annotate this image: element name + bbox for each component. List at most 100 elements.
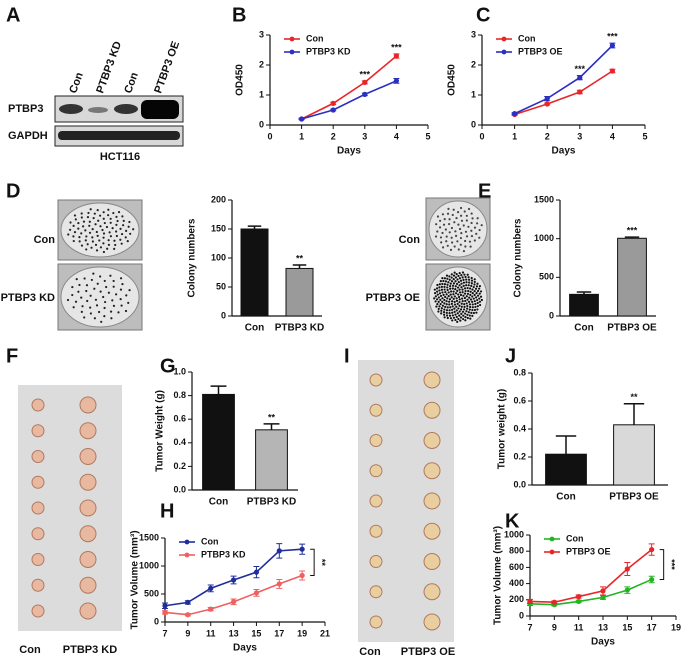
colony	[111, 227, 114, 230]
point	[577, 75, 583, 81]
colony	[435, 298, 439, 301]
colony	[474, 302, 477, 306]
colony	[468, 303, 472, 306]
legend-marker	[184, 552, 190, 558]
colony	[93, 287, 96, 290]
colony	[457, 307, 460, 310]
colony	[433, 297, 436, 300]
colony	[445, 235, 448, 238]
colony	[473, 278, 476, 281]
y-axis-label: Colony numbers	[513, 218, 524, 297]
tumor	[423, 583, 441, 601]
tumor	[31, 398, 45, 412]
colony	[465, 235, 469, 238]
colony	[473, 226, 477, 229]
colony	[440, 309, 443, 312]
x-tick-label: Con	[556, 492, 575, 503]
colony	[462, 249, 466, 253]
colony	[459, 214, 463, 217]
colony	[469, 287, 472, 290]
colony	[461, 288, 464, 291]
colony	[95, 230, 98, 234]
colony	[473, 308, 477, 312]
x-tick-label: 13	[598, 622, 608, 632]
colony	[99, 225, 102, 228]
y-tick-label: 200	[211, 194, 226, 204]
colony	[434, 235, 438, 238]
colony	[102, 217, 105, 220]
colony	[448, 314, 452, 317]
colony	[458, 284, 461, 287]
colony	[463, 210, 466, 213]
colony	[443, 298, 446, 302]
colony	[449, 285, 452, 288]
tumor	[31, 553, 45, 566]
y-tick-label: 0.8	[513, 367, 526, 377]
tumor	[79, 422, 97, 440]
colony	[470, 212, 473, 215]
colony	[445, 311, 448, 314]
point	[330, 107, 336, 113]
colony	[117, 311, 120, 314]
colony	[107, 243, 111, 246]
colony	[119, 227, 122, 230]
point	[624, 566, 630, 572]
colony	[83, 316, 86, 319]
colony	[109, 274, 112, 277]
colony	[464, 239, 467, 243]
point	[600, 588, 606, 594]
colony	[436, 215, 440, 218]
colony	[460, 305, 463, 308]
colony	[448, 311, 451, 315]
colony	[450, 280, 454, 283]
colony	[441, 282, 444, 286]
colony	[459, 236, 463, 240]
legend-marker	[289, 36, 295, 42]
colony	[120, 304, 123, 307]
colony	[443, 313, 446, 316]
point	[299, 116, 305, 122]
colony	[461, 317, 465, 321]
bracket	[659, 549, 665, 581]
colony	[452, 278, 455, 281]
colony	[443, 288, 446, 291]
colony	[457, 317, 460, 321]
colony	[445, 300, 448, 303]
colony	[476, 294, 480, 297]
colony	[451, 305, 454, 308]
colony	[445, 309, 449, 312]
x-tick-label: 7	[527, 622, 532, 632]
legend-label: PTBP3 OE	[566, 546, 611, 556]
tumor	[369, 403, 383, 417]
tumor	[423, 462, 441, 480]
colony	[102, 236, 105, 239]
colony	[435, 305, 438, 308]
x-tick-label: 15	[251, 628, 261, 638]
colony	[109, 217, 112, 220]
colony	[469, 298, 473, 301]
series-line	[301, 55, 397, 120]
colony	[455, 305, 458, 308]
colony	[450, 276, 453, 279]
error-bar	[210, 385, 227, 395]
colony	[445, 240, 448, 243]
colony	[443, 217, 446, 221]
colony	[457, 248, 460, 251]
colony	[476, 217, 479, 220]
colony	[462, 294, 465, 297]
point	[208, 585, 214, 592]
colony	[95, 249, 99, 252]
legend-label: PTBP3 OE	[518, 46, 563, 56]
significance: **	[268, 412, 276, 422]
colony	[475, 292, 478, 295]
y-tick-label: 0	[549, 310, 554, 320]
photo-label: Con	[19, 644, 41, 656]
colony	[453, 310, 456, 313]
bar	[285, 267, 314, 317]
colony	[467, 289, 470, 293]
colony	[462, 281, 466, 284]
colony	[99, 246, 103, 249]
colony	[453, 303, 457, 306]
colony	[443, 277, 447, 280]
photo-label: PTBP3 KD	[63, 644, 117, 656]
